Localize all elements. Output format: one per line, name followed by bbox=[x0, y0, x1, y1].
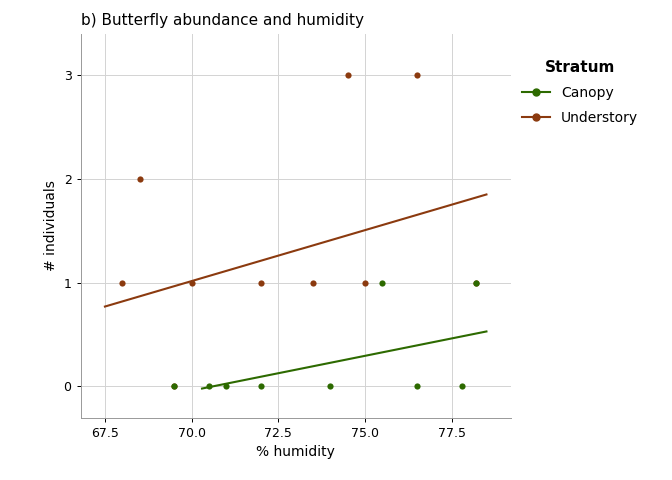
Point bbox=[412, 383, 423, 390]
Point bbox=[255, 383, 266, 390]
Point bbox=[342, 71, 353, 79]
Point bbox=[360, 279, 370, 287]
Point bbox=[204, 383, 214, 390]
Point bbox=[134, 175, 145, 183]
Point bbox=[470, 279, 481, 287]
Point bbox=[117, 279, 128, 287]
Point bbox=[412, 71, 423, 79]
X-axis label: % humidity: % humidity bbox=[256, 445, 335, 459]
Point bbox=[457, 383, 468, 390]
Point bbox=[221, 383, 232, 390]
Point bbox=[470, 279, 481, 287]
Legend: Canopy, Understory: Canopy, Understory bbox=[522, 60, 638, 125]
Y-axis label: # individuals: # individuals bbox=[44, 180, 58, 271]
Point bbox=[169, 383, 179, 390]
Point bbox=[169, 383, 179, 390]
Point bbox=[377, 279, 388, 287]
Point bbox=[255, 279, 266, 287]
Point bbox=[186, 279, 197, 287]
Point bbox=[325, 383, 336, 390]
Text: b) Butterfly abundance and humidity: b) Butterfly abundance and humidity bbox=[81, 13, 364, 28]
Point bbox=[308, 279, 319, 287]
